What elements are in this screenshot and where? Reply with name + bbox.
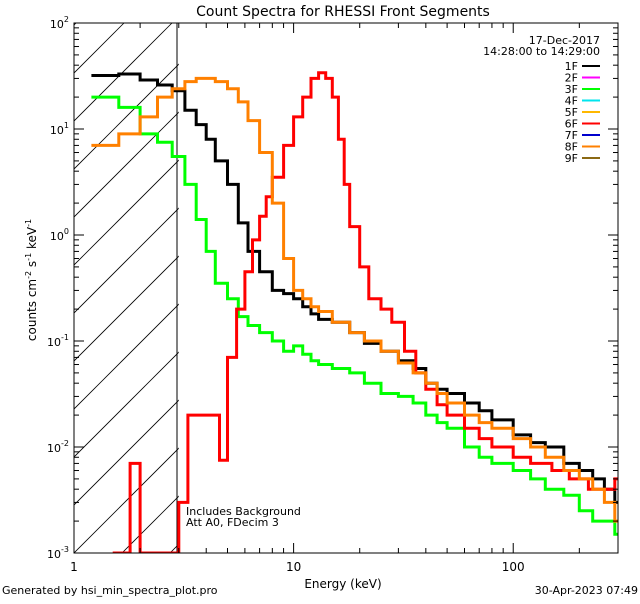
hatch-line: [74, 303, 179, 410]
hatch-line: [74, 351, 179, 458]
date-label: 17-Dec-2017: [529, 34, 600, 47]
legend-label-5F: 5F: [565, 106, 578, 119]
hatch-line: [362, 23, 640, 553]
y-tick-label: 101: [50, 121, 69, 137]
legend-label-1F: 1F: [565, 60, 578, 73]
legend-label-2F: 2F: [565, 72, 578, 85]
y-tick-label: 102: [50, 15, 69, 31]
y-tick-label: 10-3: [47, 545, 69, 561]
y-tick-label: 10-2: [47, 439, 69, 455]
annotation-attenuator: Att A0, FDecim 3: [186, 516, 279, 529]
legend-label-9F: 9F: [565, 152, 578, 165]
y-tick-label: 10-1: [47, 333, 69, 349]
x-tick-label: 10: [286, 560, 301, 574]
hatch-line: [74, 63, 179, 170]
series-8F: [91, 76, 618, 523]
y-axis-label: counts cm-2 s-1 keV-1: [24, 219, 39, 341]
legend-label-3F: 3F: [565, 83, 578, 96]
y-tick-label: 100: [50, 227, 69, 243]
excluded-energy-hatch: [0, 23, 640, 553]
legend-label-6F: 6F: [565, 118, 578, 131]
hatch-line: [410, 23, 640, 553]
hatch-line: [74, 23, 173, 122]
legend-label-7F: 7F: [565, 129, 578, 142]
footer-generated-by: Generated by hsi_min_spectra_plot.pro: [2, 584, 218, 597]
time-range-label: 14:28:00 to 14:29:00: [483, 45, 600, 58]
legend-label-8F: 8F: [565, 141, 578, 154]
x-tick-label: 1: [70, 560, 78, 574]
hatch-line: [74, 207, 179, 314]
series-6F: [112, 71, 618, 553]
series-3F: [91, 95, 618, 536]
hatch-line: [74, 255, 179, 362]
chart-title: Count Spectra for RHESSI Front Segments: [196, 4, 490, 20]
hatch-line: [602, 23, 640, 553]
x-tick-label: 100: [502, 560, 525, 574]
hatch-line: [314, 23, 640, 553]
x-axis-label: Energy (keV): [304, 577, 381, 591]
hatch-line: [74, 447, 179, 553]
hatch-line: [121, 495, 179, 553]
annotation-background: Includes Background: [186, 505, 301, 518]
legend-label-4F: 4F: [565, 95, 578, 108]
hatch-line: [458, 23, 640, 553]
hatch-line: [0, 23, 28, 553]
plot-frame: [73, 22, 619, 554]
hatch-line: [266, 23, 640, 553]
series-1F: [91, 72, 618, 504]
hatch-line: [74, 399, 179, 506]
footer-timestamp: 30-Apr-2023 07:49: [534, 584, 638, 597]
